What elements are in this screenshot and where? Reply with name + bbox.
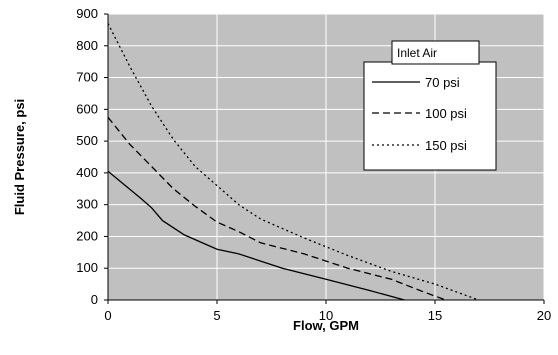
legend-label-150-psi: 150 psi [425,138,467,153]
x-tick-labels: 0 5 10 15 20 [104,300,551,323]
legend-label-100-psi: 100 psi [425,106,467,121]
y-tick-label-1: 100 [76,260,98,275]
y-tick-label-8: 800 [76,38,98,53]
y-tick-label-6: 600 [76,101,98,116]
legend-title: Inlet Air [397,46,437,60]
y-tick-label-0: 0 [91,292,98,307]
series-line-70-psi [107,170,405,301]
y-tick-label-7: 700 [76,70,98,85]
x-axis-label: Flow, GPM [293,318,359,333]
legend-items: 70 psi 100 psi 150 psi [372,75,467,153]
legend: Inlet Air 70 psi 100 psi 150 psi [363,40,497,171]
series-line-150-psi [107,23,479,301]
y-tick-label-4: 400 [76,165,98,180]
y-tick-labels: 0 100 200 300 400 500 600 700 800 900 [76,6,108,307]
x-tick-label-0: 0 [104,308,111,323]
x-tick-label-3: 15 [428,308,442,323]
series-lines [107,23,479,301]
y-tick-label-5: 500 [76,133,98,148]
x-tick-label-2: 10 [319,308,333,323]
x-tick-label-1: 5 [213,308,220,323]
legend-label-70-psi: 70 psi [425,75,460,90]
series-line-100-psi [107,116,447,301]
y-tick-label-9: 900 [76,6,98,21]
legend-title-box [391,40,480,65]
grid-lines [108,13,545,300]
x-tick-label-4: 20 [537,308,551,323]
y-axis-label: Fluid Pressure, psi [12,99,27,215]
y-tick-label-3: 300 [76,197,98,212]
legend-box [363,61,497,171]
y-tick-label-2: 200 [76,228,98,243]
